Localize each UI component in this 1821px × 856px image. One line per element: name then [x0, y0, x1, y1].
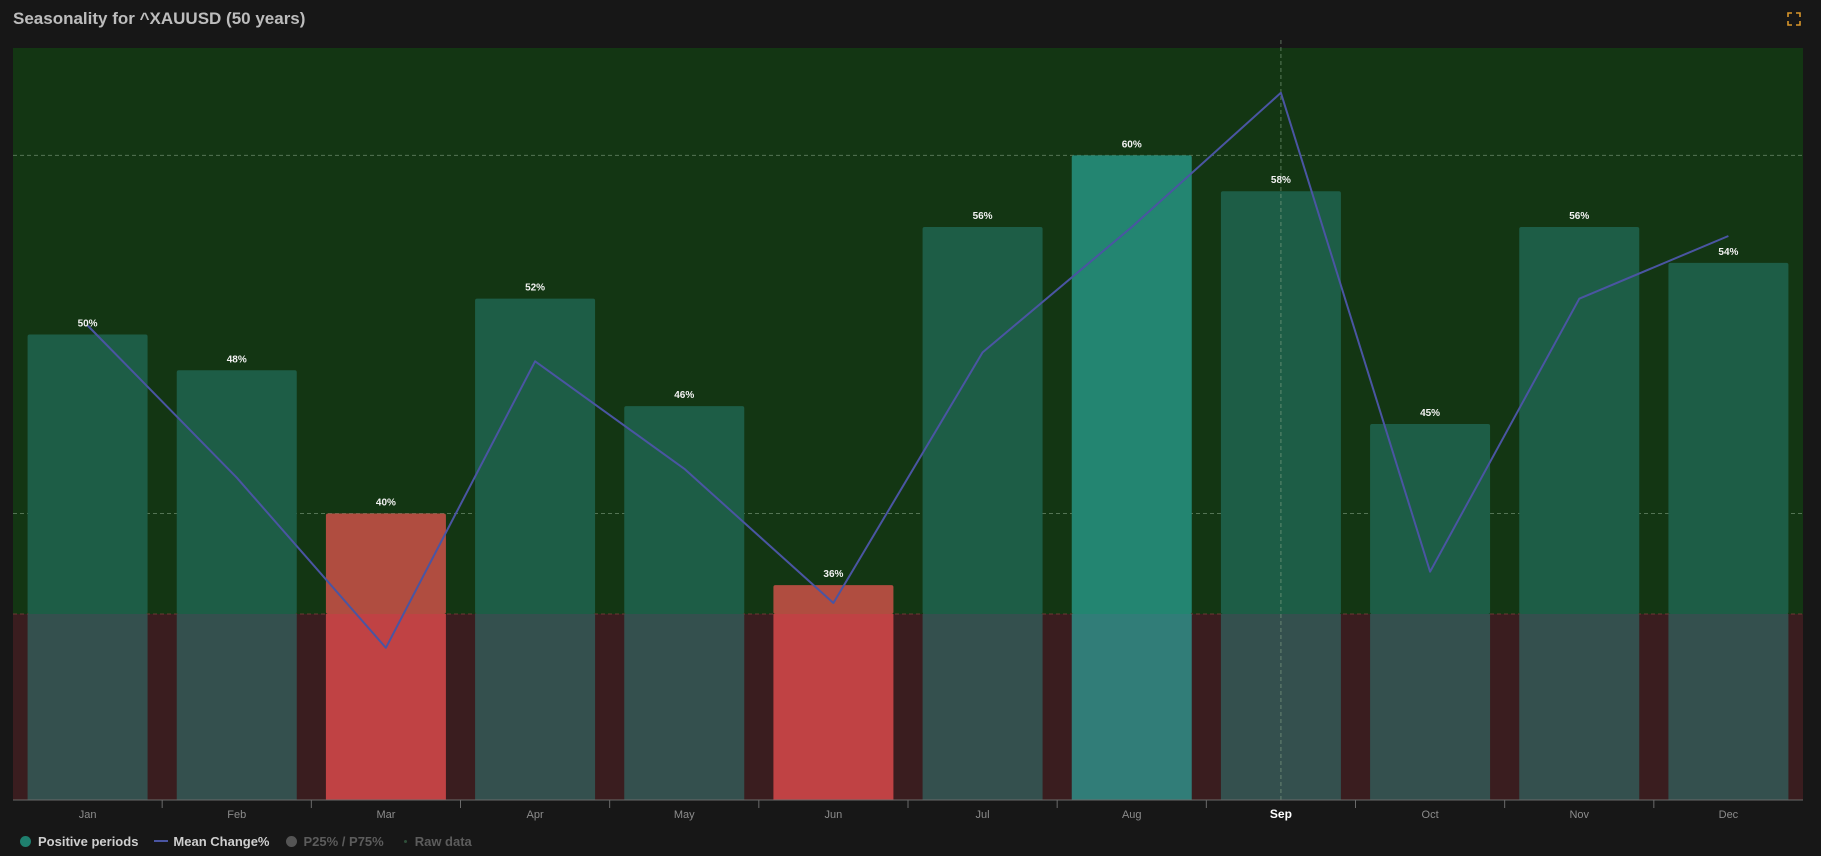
gridlines: [13, 154, 1803, 615]
legend-mean-change-marker: [154, 840, 169, 842]
bar-label: 54%: [1718, 247, 1738, 258]
bar-aug: [1071, 155, 1192, 800]
chart-legend: Positive periods Mean Change% P25% / P75…: [20, 832, 488, 850]
x-tick-label: May: [674, 809, 695, 821]
bar-lower: [773, 614, 894, 800]
chart-header: Seasonality for ^XAUUSD (50 years): [0, 0, 1821, 40]
bar-apr: [475, 298, 596, 800]
legend-label: Mean Change%: [173, 833, 270, 849]
legend-positive-periods-marker: [20, 835, 31, 847]
bar-nov: [1519, 227, 1640, 800]
bar-feb: [176, 370, 297, 800]
x-tick-label: Sep: [1270, 807, 1292, 821]
legend-raw-data-marker: [403, 839, 407, 843]
bar-lower: [475, 614, 596, 800]
bar-upper: [624, 406, 745, 614]
bar-label: 36%: [823, 569, 843, 580]
bar-dec: [1668, 262, 1789, 800]
bar-lower: [1519, 614, 1640, 800]
bar-jul: [922, 227, 1043, 800]
x-axis: Jan Feb Mar Apr May Jun Jul Aug Sep Oct Nov Dec: [13, 799, 1803, 821]
positive-zone: [13, 48, 1803, 614]
bar-lower: [325, 614, 446, 800]
bar-may: [624, 406, 745, 800]
bar-upper: [1519, 227, 1640, 615]
legend-percentiles[interactable]: P25% / P75%: [285, 833, 384, 849]
bar-mar: [325, 513, 446, 800]
bar-lower: [624, 614, 745, 800]
bar-label: 46%: [674, 390, 694, 401]
x-tick-label: Feb: [227, 809, 246, 821]
bar-label: 52%: [525, 283, 545, 294]
x-tick-label: Apr: [527, 809, 544, 821]
bar-label: 56%: [1569, 211, 1589, 222]
bar-label: 40%: [376, 498, 396, 509]
bar-jun: [773, 585, 894, 800]
x-tick-label: Jun: [825, 809, 843, 821]
x-tick-label: Oct: [1422, 809, 1439, 821]
legend-mean-change[interactable]: Mean Change%: [154, 833, 270, 849]
bar-upper: [475, 298, 596, 614]
legend-percentiles-marker: [285, 835, 297, 847]
positive-periods-bars: [27, 155, 1789, 800]
bar-label: 56%: [973, 211, 993, 222]
bar-upper: [1220, 191, 1341, 614]
seasonality-chart: 50% 48% 40% 52% 46% 36% 56% 60% 58% 45% 56% 54% Jan…: [13, 40, 1803, 821]
bar-label: 60%: [1122, 139, 1142, 150]
bar-label: 45%: [1420, 408, 1440, 419]
bar-upper: [1668, 262, 1789, 614]
bar-value-labels: 50% 48% 40% 52% 46% 36% 56% 60% 58% 45% 56% 54%: [78, 139, 1739, 580]
x-tick-label: Jul: [976, 809, 990, 821]
bar-lower: [1071, 614, 1192, 800]
fullscreen-expand-icon[interactable]: [1786, 11, 1802, 27]
bar-upper: [1071, 155, 1192, 614]
bar-lower: [922, 614, 1043, 800]
bar-lower: [27, 614, 148, 800]
legend-label: Raw data: [414, 833, 472, 849]
legend-raw-data[interactable]: Raw data: [400, 834, 472, 849]
x-tick-label: Aug: [1122, 809, 1142, 821]
bar-upper: [773, 585, 894, 614]
bar-label: 58%: [1271, 175, 1291, 186]
bar-upper: [27, 334, 148, 614]
x-tick-label: Mar: [376, 809, 395, 821]
chart-title: Seasonality for ^XAUUSD (50 years): [13, 9, 306, 28]
x-tick-label: Dec: [1719, 809, 1739, 821]
legend-label: P25% / P75%: [303, 833, 384, 849]
bar-jan: [27, 334, 148, 800]
x-tick-label: Nov: [1569, 809, 1589, 821]
bar-lower: [1370, 614, 1491, 800]
legend-label: Positive periods: [38, 833, 139, 849]
bar-lower: [176, 614, 297, 800]
legend-positive-periods[interactable]: Positive periods: [20, 834, 138, 849]
bar-upper: [176, 370, 297, 614]
bar-upper: [1370, 424, 1491, 614]
mean-change-polyline: [86, 91, 1729, 649]
bar-upper: [922, 227, 1043, 615]
x-tick-label: Jan: [79, 809, 97, 821]
bar-lower: [1668, 614, 1789, 800]
bar-oct: [1370, 424, 1491, 800]
bar-label: 48%: [227, 354, 247, 365]
bar-label: 50%: [78, 318, 98, 329]
plot-background: [13, 48, 1803, 800]
negative-zone: [13, 614, 1803, 800]
mean-change-line: [86, 91, 1729, 649]
